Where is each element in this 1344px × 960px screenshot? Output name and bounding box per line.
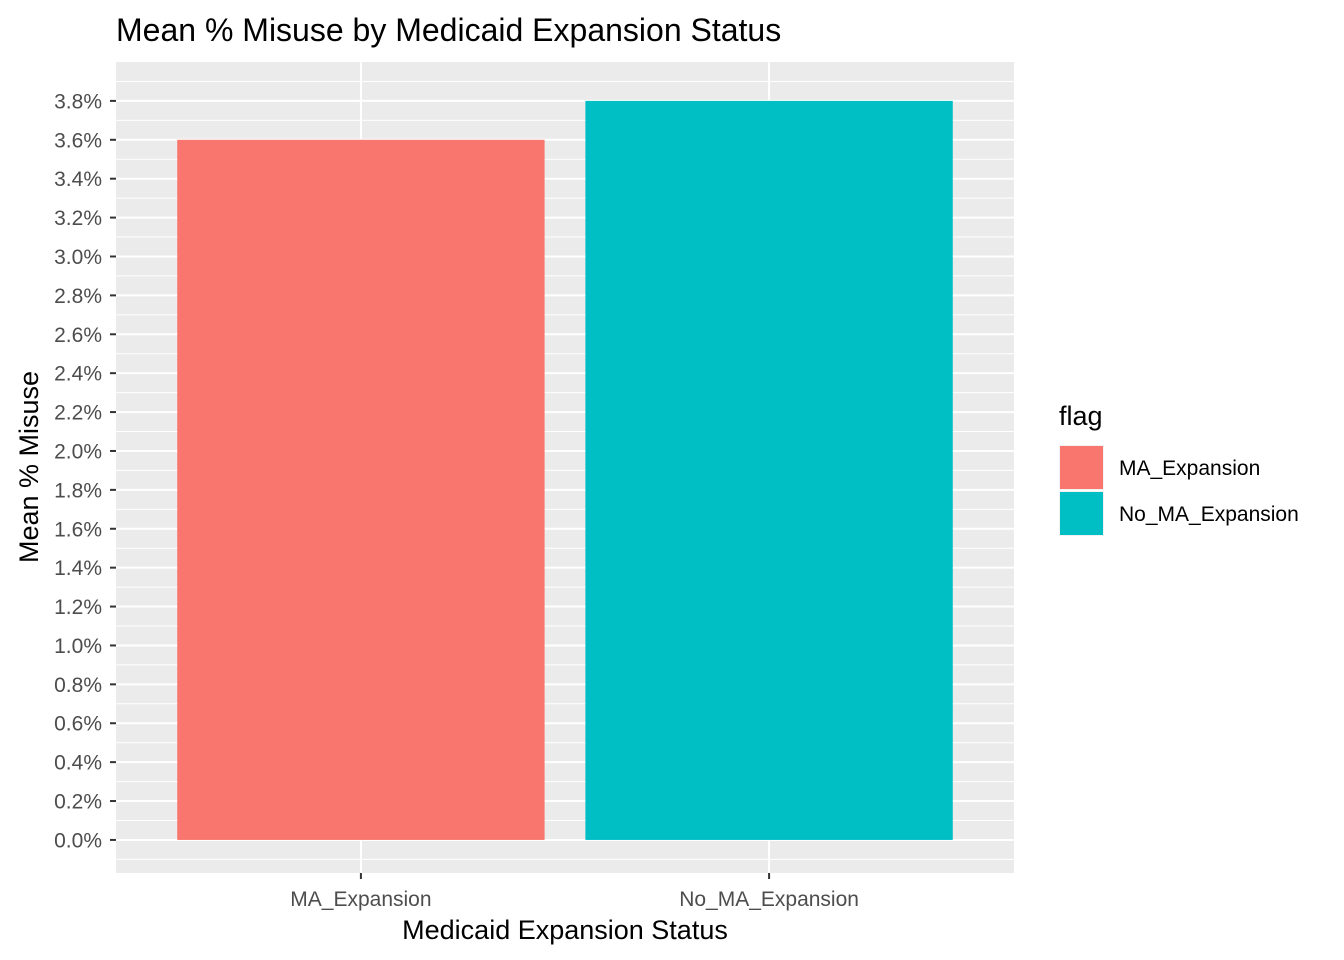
legend-label: No_MA_Expansion — [1119, 503, 1299, 526]
chart-title: Mean % Misuse by Medicaid Expansion Stat… — [116, 12, 781, 48]
y-tick-label: 2.0% — [54, 440, 102, 463]
y-axis: 0.0% 0.2% 0.4% 0.6% 0.8% 1.0% 1.2% 1.4% 1.6% 1.8%… — [54, 90, 116, 852]
y-tick-label: 0.8% — [54, 674, 102, 697]
x-tick-label: No_MA_Expansion — [679, 888, 859, 911]
y-axis-title: Mean % Misuse — [14, 371, 44, 563]
y-tick-label: 1.0% — [54, 635, 102, 658]
y-tick-label: 3.2% — [54, 207, 102, 230]
legend-label: MA_Expansion — [1119, 457, 1260, 480]
y-tick-label: 1.6% — [54, 518, 102, 541]
y-tick-label: 2.8% — [54, 285, 102, 308]
y-tick-label: 0.0% — [54, 829, 102, 852]
bars — [177, 100, 953, 840]
y-tick-label: 2.2% — [54, 402, 102, 425]
legend-swatch — [1060, 446, 1103, 489]
y-tick-label: 0.2% — [54, 791, 102, 814]
bar-no-ma-expansion — [585, 100, 953, 840]
y-tick-label: 3.8% — [54, 90, 102, 113]
x-axis: MA_Expansion No_MA_Expansion — [290, 873, 859, 911]
y-tick-label: 3.6% — [54, 129, 102, 152]
legend-swatch — [1060, 492, 1103, 535]
y-tick-label: 3.4% — [54, 168, 102, 191]
y-tick-label: 0.6% — [54, 713, 102, 736]
y-tick-label: 1.4% — [54, 557, 102, 580]
legend: flag MA_Expansion No_MA_Expansion — [1059, 401, 1299, 536]
y-tick-label: 1.2% — [54, 596, 102, 619]
x-axis-title: Medicaid Expansion Status — [402, 915, 728, 945]
y-tick-label: 0.4% — [54, 752, 102, 775]
legend-title: flag — [1059, 401, 1103, 431]
x-tick-label: MA_Expansion — [290, 888, 431, 911]
y-tick-label: 2.4% — [54, 363, 102, 386]
y-tick-label: 2.6% — [54, 324, 102, 347]
y-tick-label: 1.8% — [54, 479, 102, 502]
y-tick-label: 3.0% — [54, 246, 102, 269]
bar-ma-expansion — [177, 139, 545, 840]
